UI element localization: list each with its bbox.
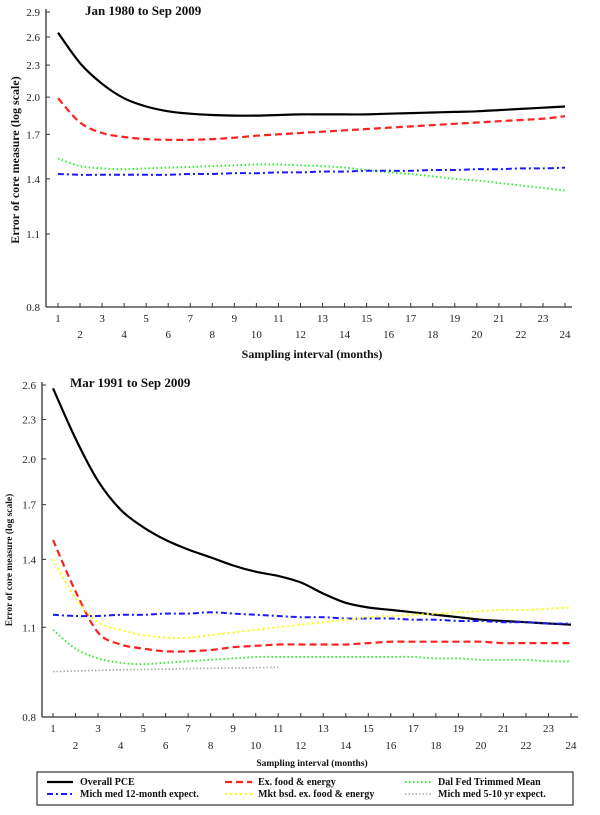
chart-top-series-pce <box>57 32 566 117</box>
chart-bottom-xtick-label: 2 <box>73 740 79 752</box>
chart-top-xtick-label: 16 <box>383 329 395 341</box>
chart-bottom-xtick-label: 12 <box>295 740 306 752</box>
chart-top-title: Jan 1980 to Sep 2009 <box>85 3 202 18</box>
chart-bottom-title: Mar 1991 to Sep 2009 <box>70 375 191 390</box>
chart-top-xtick-label: 24 <box>560 329 572 341</box>
chart-bottom-ytick-label: 0.8 <box>22 712 36 724</box>
chart-bottom-series-trim <box>52 629 572 666</box>
chart-bottom-xtick-label: 22 <box>520 740 531 752</box>
chart-top-series <box>57 32 566 192</box>
chart-top-xtick-label: 11 <box>273 313 284 325</box>
chart-bottom-xtick-label: 13 <box>318 723 330 735</box>
chart-top-ytick-label: 1.4 <box>26 174 40 186</box>
chart-top-xtick-label: 1 <box>55 313 61 325</box>
chart-bottom-xtick-label: 5 <box>140 723 146 735</box>
chart-top-xtick-label: 23 <box>537 313 549 325</box>
chart-top-xtick-label: 17 <box>405 313 417 325</box>
chart-bottom-xtick-label: 15 <box>363 723 375 735</box>
chart-bottom-xtick-label: 1 <box>50 723 56 735</box>
chart-bottom-ytick-label: 1.1 <box>22 622 36 634</box>
chart-top-xtick-label: 15 <box>361 313 373 325</box>
chart-bottom-xtick-label: 14 <box>340 740 352 752</box>
chart-top-xtick-label: 2 <box>77 329 83 341</box>
chart-bottom-xtick-label: 16 <box>385 740 397 752</box>
chart-bottom-xtick-label: 4 <box>118 740 124 752</box>
chart-bottom-xtick-label: 6 <box>163 740 169 752</box>
chart-top: Jan 1980 to Sep 2009 Error of core measu… <box>8 3 572 361</box>
chart-bottom-series <box>51 387 572 673</box>
chart-bottom-xtick-label: 3 <box>95 723 101 735</box>
chart-top-ytick-label: 0.8 <box>26 302 40 314</box>
chart-top-xtick-label: 5 <box>143 313 149 325</box>
chart-top-xtick-label: 22 <box>515 329 526 341</box>
chart-bottom-xtick-label: 9 <box>230 723 236 735</box>
chart-top-xtick-label: 3 <box>99 313 105 325</box>
chart-bottom-ytick-label: 2.0 <box>22 454 36 466</box>
chart-bottom-xtick-label: 21 <box>498 723 509 735</box>
chart-bottom-series-pce <box>51 387 572 626</box>
chart-top-series-m12 <box>57 166 566 176</box>
chart-top-xtick-label: 18 <box>427 329 439 341</box>
chart-top-axes: 0.81.11.41.72.02.32.62.91234567891011121… <box>26 7 572 341</box>
chart-top-xtick-label: 14 <box>339 329 351 341</box>
chart-top-xtick-label: 21 <box>493 313 504 325</box>
chart-bottom-xtick-label: 20 <box>475 740 487 752</box>
chart-top-xtick-label: 8 <box>210 329 216 341</box>
chart-top-ytick-label: 2.3 <box>26 60 40 72</box>
chart-bottom-xtick-label: 10 <box>250 740 262 752</box>
legend-label-xfe: Ex. food & energy <box>258 777 336 788</box>
chart-bottom-xtick-label: 23 <box>543 723 555 735</box>
legend-label-m510: Mich med 5-10 yr expect. <box>438 789 546 800</box>
chart-top-xtick-label: 13 <box>317 313 329 325</box>
chart-top-xtick-label: 6 <box>165 329 171 341</box>
chart-top-xlabel: Sampling interval (months) <box>242 347 383 361</box>
legend-label-m12: Mich med 12-month expect. <box>80 789 199 800</box>
chart-bottom: Mar 1991 to Sep 2009 Error of core measu… <box>4 375 578 769</box>
chart-top-xtick-label: 10 <box>251 329 263 341</box>
chart-top-xtick-label: 19 <box>449 313 461 325</box>
chart-bottom-xtick-label: 17 <box>408 723 420 735</box>
chart-bottom-ytick-label: 1.4 <box>22 554 36 566</box>
legend-label-pce: Overall PCE <box>80 777 135 788</box>
chart-bottom-series-m510 <box>52 666 279 673</box>
chart-top-xtick-label: 7 <box>188 313 194 325</box>
chart-bottom-ylabel: Error of core measure (log scale) <box>4 494 15 627</box>
chart-top-ytick-label: 1.7 <box>26 129 40 141</box>
legend-box <box>36 771 574 806</box>
legend-label-mkt: Mkt bsd. ex. food & energy <box>258 789 374 800</box>
chart-top-ytick-label: 2.6 <box>26 32 40 44</box>
chart-top-ylabel: Error of core measure (log scale) <box>8 76 22 243</box>
chart-bottom-xtick-label: 24 <box>566 740 578 752</box>
chart-top-xtick-label: 20 <box>471 329 483 341</box>
chart-top-series-xfe <box>57 97 566 141</box>
chart-top-xtick-label: 9 <box>232 313 238 325</box>
chart-bottom-series-m12 <box>52 611 572 625</box>
chart-top-xtick-label: 4 <box>121 329 127 341</box>
chart-bottom-series-mkt <box>52 558 572 640</box>
chart-bottom-ytick-label: 2.3 <box>22 415 36 427</box>
legend: Overall PCE Ex. food & energy Dal Fed Trim… <box>36 771 574 806</box>
chart-bottom-axes: 0.81.11.41.72.02.32.61234567891011121314… <box>22 380 578 752</box>
chart-top-series-trim <box>57 157 566 192</box>
chart-top-xtick-label: 12 <box>295 329 306 341</box>
chart-top-ytick-label: 1.1 <box>26 229 40 241</box>
chart-bottom-xtick-label: 18 <box>430 740 442 752</box>
chart-bottom-xlabel: Sampling interval (months) <box>256 758 367 769</box>
chart-bottom-xtick-label: 8 <box>208 740 214 752</box>
legend-label-trim: Dal Fed Trimmed Mean <box>438 777 541 788</box>
chart-bottom-series-xfe <box>51 539 571 653</box>
chart-top-ytick-label: 2.0 <box>26 92 40 104</box>
chart-bottom-xtick-label: 11 <box>273 723 284 735</box>
chart-bottom-xtick-label: 19 <box>453 723 465 735</box>
chart-top-ytick-label: 2.9 <box>26 7 40 19</box>
chart-bottom-ytick-label: 2.6 <box>22 380 36 392</box>
chart-bottom-xtick-label: 7 <box>185 723 191 735</box>
chart-bottom-ytick-label: 1.7 <box>22 500 36 512</box>
